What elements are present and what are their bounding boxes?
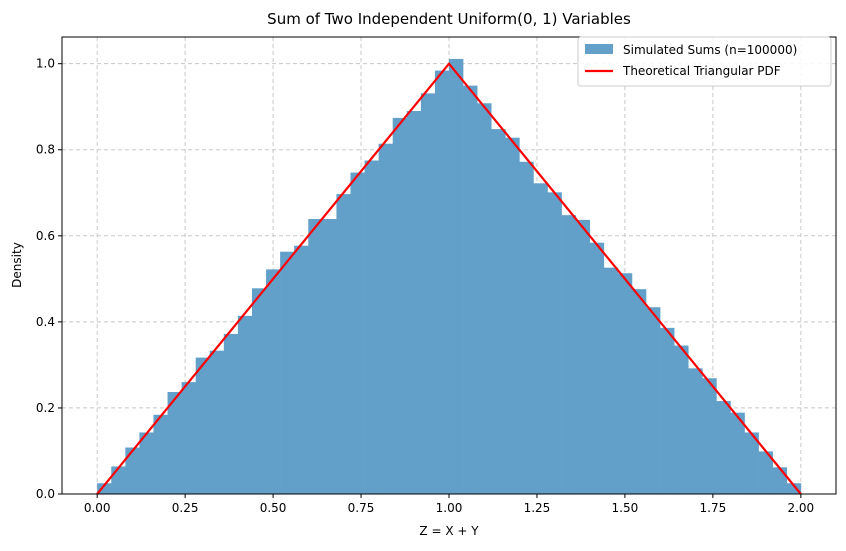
x-tick-label: 0.00 bbox=[84, 501, 111, 515]
histogram-bar bbox=[294, 245, 309, 494]
x-tick-label: 0.50 bbox=[260, 501, 287, 515]
histogram-bar bbox=[364, 160, 379, 494]
histogram-bar bbox=[702, 378, 717, 494]
histogram-bar bbox=[420, 93, 436, 494]
histogram-bar bbox=[786, 483, 802, 494]
histogram-bar bbox=[195, 357, 211, 494]
histogram-bar bbox=[589, 242, 605, 494]
histogram-bar bbox=[758, 451, 773, 494]
legend: Simulated Sums (n=100000) Theoretical Tr… bbox=[577, 36, 832, 87]
x-axis-label: Z = X + Y bbox=[419, 524, 479, 538]
histogram-bar bbox=[449, 58, 464, 495]
histogram-bar bbox=[350, 172, 365, 494]
histogram-bar bbox=[181, 382, 196, 494]
histogram-bar bbox=[519, 161, 534, 494]
histogram-bar bbox=[463, 85, 478, 495]
histogram-bar bbox=[153, 414, 168, 494]
histogram-bar bbox=[378, 143, 394, 494]
x-tick-label: 1.50 bbox=[612, 501, 639, 515]
y-tick-label: 0.2 bbox=[36, 401, 55, 415]
histogram-bar bbox=[646, 307, 661, 494]
histogram-bar bbox=[209, 350, 225, 494]
y-tick-label: 0.4 bbox=[36, 315, 55, 329]
x-tick-label: 2.00 bbox=[787, 501, 814, 515]
histogram-bar bbox=[491, 129, 506, 495]
y-tick-label: 1.0 bbox=[36, 57, 55, 71]
theoretical-pdf-line bbox=[96, 61, 802, 495]
histogram-bar bbox=[561, 215, 576, 495]
x-tick-label: 1.75 bbox=[700, 501, 727, 515]
histogram-bar bbox=[111, 466, 126, 494]
y-axis-ticks: 0.0 0.2 0.4 0.6 0.8 1.0 bbox=[36, 57, 62, 501]
histogram-bar bbox=[266, 269, 281, 494]
histogram-bar bbox=[772, 467, 788, 494]
histogram-bar bbox=[674, 345, 689, 494]
histogram-bar bbox=[603, 267, 619, 494]
histogram-bar bbox=[730, 412, 745, 494]
histogram-bar bbox=[477, 103, 492, 495]
x-tick-label: 1.25 bbox=[524, 501, 551, 515]
histogram-bar bbox=[336, 194, 351, 495]
histogram-bar bbox=[631, 289, 647, 494]
histogram-bar bbox=[547, 192, 562, 494]
histogram-bar bbox=[406, 111, 422, 494]
x-axis-ticks: 0.00 0.25 0.50 0.75 1.00 1.25 1.50 1.75 2.00 bbox=[84, 494, 814, 515]
histogram-bar bbox=[688, 368, 703, 494]
y-tick-label: 0.0 bbox=[36, 487, 55, 501]
y-axis-label: Density bbox=[10, 242, 24, 288]
x-tick-label: 0.75 bbox=[348, 501, 375, 515]
histogram-bar bbox=[139, 432, 154, 494]
histogram-bar bbox=[251, 288, 267, 494]
histogram-bars bbox=[97, 58, 802, 495]
y-tick-label: 0.8 bbox=[36, 143, 55, 157]
histogram-bar bbox=[223, 333, 239, 494]
histogram-bar bbox=[167, 392, 182, 494]
histogram-bar bbox=[575, 219, 591, 495]
histogram-bar bbox=[660, 327, 675, 494]
histogram-bar bbox=[392, 117, 408, 495]
x-tick-label: 1.00 bbox=[436, 501, 463, 515]
legend-label-line: Theoretical Triangular PDF bbox=[622, 64, 781, 78]
histogram-bar bbox=[617, 273, 633, 494]
legend-swatch-histogram bbox=[585, 44, 613, 54]
y-tick-label: 0.6 bbox=[36, 229, 55, 243]
histogram-bar bbox=[125, 447, 140, 494]
histogram-bar bbox=[280, 251, 295, 494]
histogram-bar bbox=[716, 401, 731, 494]
histogram-bar bbox=[237, 315, 253, 494]
x-tick-label: 0.25 bbox=[172, 501, 199, 515]
histogram-bar bbox=[434, 70, 450, 494]
histogram-bar bbox=[505, 137, 520, 494]
histogram-bar bbox=[97, 483, 112, 494]
histogram-bar bbox=[322, 219, 337, 494]
legend-label-histogram: Simulated Sums (n=100000) bbox=[623, 43, 797, 57]
histogram-bar bbox=[308, 219, 323, 494]
chart-title: Sum of Two Independent Uniform(0, 1) Var… bbox=[267, 10, 631, 28]
legend-box bbox=[577, 36, 832, 87]
histogram-bar bbox=[533, 183, 548, 495]
histogram-bar bbox=[744, 432, 759, 494]
